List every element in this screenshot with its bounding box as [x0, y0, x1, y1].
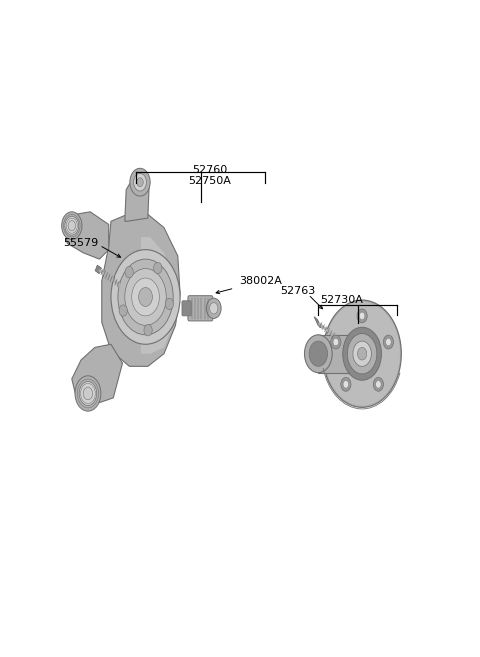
Circle shape [130, 168, 150, 196]
Circle shape [84, 387, 93, 399]
Circle shape [79, 382, 96, 405]
Text: 52760
52750A: 52760 52750A [189, 164, 231, 186]
Polygon shape [125, 177, 149, 221]
Circle shape [304, 335, 332, 373]
Circle shape [360, 312, 365, 320]
Circle shape [343, 327, 382, 380]
Circle shape [353, 341, 372, 367]
Circle shape [333, 338, 338, 346]
Polygon shape [72, 344, 122, 404]
Circle shape [75, 376, 101, 411]
Circle shape [144, 325, 152, 336]
Circle shape [323, 300, 401, 407]
Circle shape [341, 377, 351, 392]
Circle shape [132, 278, 159, 316]
Circle shape [358, 348, 367, 360]
Circle shape [375, 380, 381, 388]
Polygon shape [314, 317, 322, 328]
Circle shape [68, 221, 75, 231]
Circle shape [119, 305, 127, 316]
Circle shape [111, 250, 180, 344]
Circle shape [343, 380, 348, 388]
Circle shape [331, 335, 341, 349]
Circle shape [206, 298, 221, 319]
Circle shape [139, 288, 153, 306]
Circle shape [65, 216, 79, 235]
FancyBboxPatch shape [188, 296, 213, 321]
Circle shape [348, 334, 377, 374]
Polygon shape [102, 209, 180, 367]
Circle shape [125, 267, 133, 278]
Text: 52763: 52763 [280, 286, 315, 296]
FancyBboxPatch shape [182, 301, 191, 316]
Circle shape [125, 269, 166, 325]
Circle shape [61, 212, 82, 240]
Text: 38002A: 38002A [239, 276, 282, 286]
Circle shape [118, 259, 173, 335]
Circle shape [309, 341, 327, 367]
Circle shape [154, 262, 162, 274]
Polygon shape [318, 335, 353, 373]
Polygon shape [65, 212, 108, 259]
Circle shape [165, 298, 174, 309]
Polygon shape [141, 237, 176, 353]
Text: 52730A: 52730A [320, 295, 363, 305]
Circle shape [324, 302, 400, 405]
Circle shape [384, 335, 394, 349]
Circle shape [357, 309, 367, 323]
Circle shape [385, 338, 391, 346]
Circle shape [137, 178, 143, 187]
Circle shape [373, 377, 384, 392]
Circle shape [133, 173, 146, 191]
Text: 55579: 55579 [63, 238, 99, 248]
Circle shape [210, 303, 218, 314]
Polygon shape [95, 265, 101, 274]
